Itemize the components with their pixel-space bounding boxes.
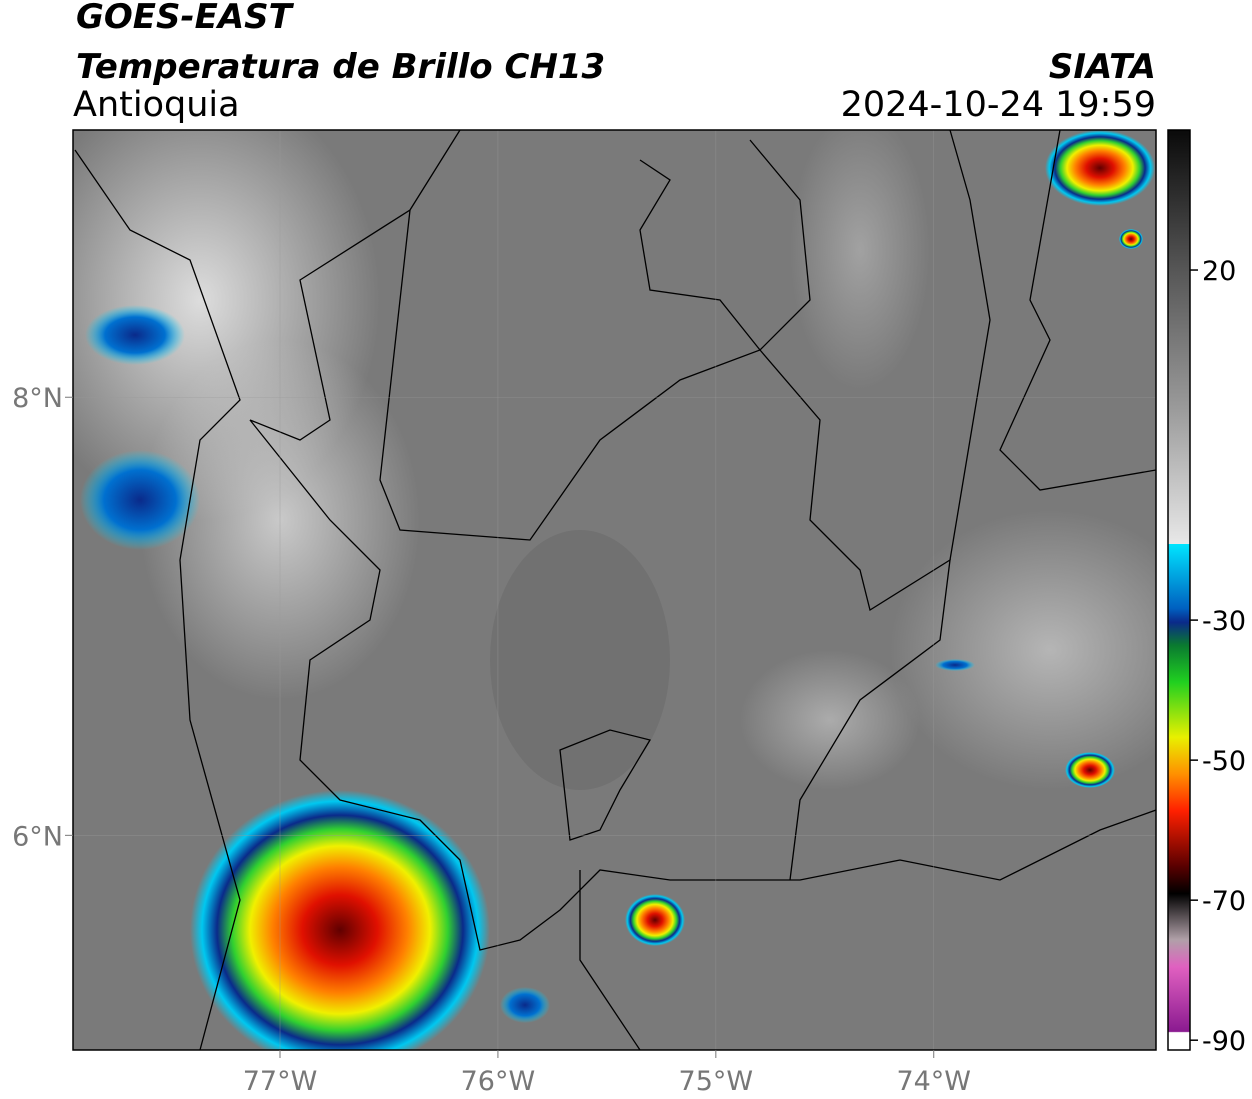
x-tick-label: 75°W [679, 1066, 754, 1097]
region-label: Antioquia [73, 85, 240, 125]
colorbar-tick-label: -90 [1202, 1026, 1246, 1057]
x-tick-label: 74°W [896, 1066, 971, 1097]
map-image [73, 130, 1156, 1050]
x-tick-label: 77°W [243, 1066, 318, 1097]
satellite-title: GOES-EAST [76, 0, 295, 37]
x-tick-label: 76°W [461, 1066, 536, 1097]
map-frame [72, 129, 1157, 1051]
colorbar-tick-label: 20 [1202, 256, 1236, 287]
colorbar [1167, 129, 1191, 1051]
y-tick-label: 6°N [12, 821, 63, 852]
colorbar-tick-label: -70 [1202, 886, 1246, 917]
colorbar-tick-label: -30 [1202, 606, 1246, 637]
y-tick-label: 8°N [12, 383, 63, 414]
datetime-label: 2024-10-24 19:59 [841, 85, 1156, 125]
colorbar-tick-label: -50 [1202, 746, 1246, 777]
product-title: Temperatura de Brillo CH13 [76, 47, 605, 87]
source-label: SIATA [1049, 47, 1156, 87]
graticule [73, 130, 1156, 1050]
